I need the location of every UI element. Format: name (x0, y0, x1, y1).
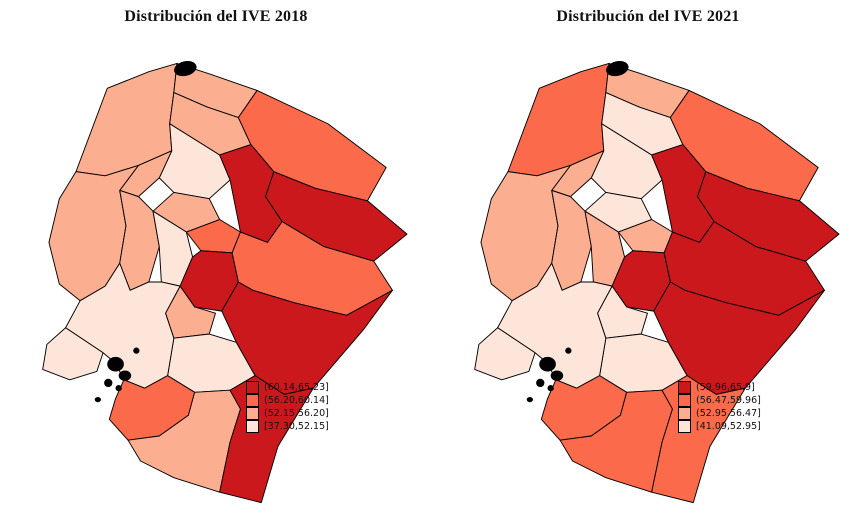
ecuador-choropleth-map-2021 (474, 61, 840, 504)
province-santa_elena (42, 327, 104, 381)
legend-item: (52.95,56.47] (678, 407, 761, 420)
urban-cluster-blob (539, 356, 556, 372)
legend-swatch (246, 381, 259, 394)
legend-item: [41.09,52.95] (678, 420, 761, 433)
province-santa_elena (474, 327, 536, 381)
province-zamora_chinchipe (651, 375, 746, 504)
urban-cluster-blob (104, 378, 113, 388)
urban-cluster-blob (526, 396, 533, 403)
legend-item: (56.47,59.96] (678, 394, 761, 407)
province-zamora_chinchipe (219, 375, 314, 504)
urban-cluster-blob (174, 61, 197, 77)
legend-swatch (246, 394, 259, 407)
legend-label: [41.09,52.95] (696, 421, 761, 432)
urban-cluster-blob (606, 61, 629, 77)
legend-label: (56.20,60.14] (264, 395, 329, 406)
legend-label: (56.47,59.96] (696, 395, 761, 406)
legend-swatch (678, 381, 691, 394)
legend-label: (59.96,65.9] (696, 382, 755, 393)
legend-swatch (678, 420, 691, 433)
legend-label: (60.14,65.23] (264, 382, 329, 393)
map-title-2021: Distribución del IVE 2021 (556, 8, 740, 25)
legend-item: (56.20,60.14] (246, 394, 329, 407)
legend-2018: (60.14,65.23] (56.20,60.14] (52.15,56.20] [… (246, 381, 329, 433)
legend-item: (59.96,65.9] (678, 381, 761, 394)
legend-swatch (246, 407, 259, 420)
legend-swatch (678, 407, 691, 420)
urban-cluster-blob (547, 385, 554, 392)
urban-cluster-blob (133, 347, 140, 354)
urban-cluster-blob (565, 347, 572, 354)
legend-item: (52.15,56.20] (246, 407, 329, 420)
legend-label: (52.95,56.47] (696, 408, 761, 419)
legend-item: (60.14,65.23] (246, 381, 329, 394)
legend-label: (52.15,56.20] (264, 408, 329, 419)
province-los_rios (551, 189, 592, 291)
legend-swatch (678, 394, 691, 407)
urban-cluster-blob (107, 356, 124, 372)
province-los_rios (119, 189, 160, 291)
map-title-2018: Distribución del IVE 2018 (124, 8, 308, 25)
ecuador-choropleth-map-2018 (42, 61, 408, 504)
legend-swatch (246, 420, 259, 433)
urban-cluster-blob (115, 385, 122, 392)
urban-cluster-blob (536, 378, 545, 388)
map-panel-2018: Distribución del IVE 2018 (60.14,65.23](… (0, 0, 432, 514)
urban-cluster-blob (118, 370, 132, 381)
urban-cluster-blob (550, 370, 564, 381)
legend-2021: (59.96,65.9] (56.47,59.96] (52.95,56.47] [4… (678, 381, 761, 433)
urban-cluster-blob (94, 396, 101, 403)
map-panel-2021: Distribución del IVE 2021 (59.96,65.9] (5… (432, 0, 864, 514)
legend-item: [37.30,52.15] (246, 420, 329, 433)
legend-label: [37.30,52.15] (264, 421, 329, 432)
